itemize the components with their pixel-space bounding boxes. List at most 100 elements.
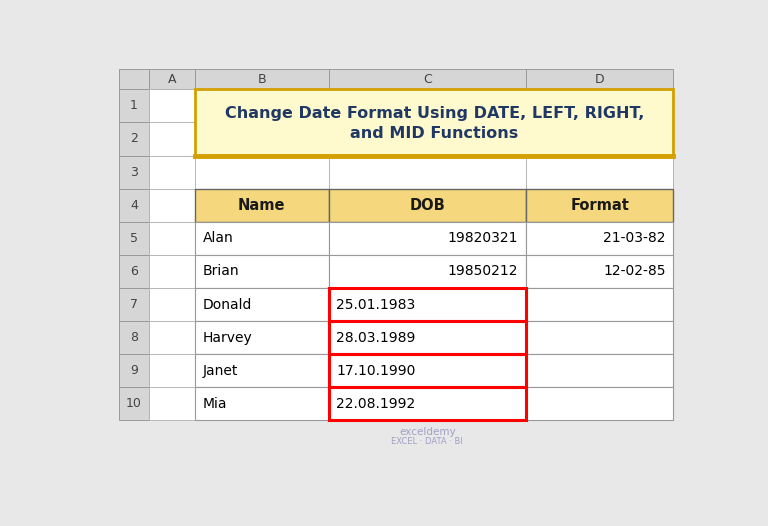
Text: 3: 3 xyxy=(130,166,138,178)
Bar xyxy=(329,354,526,387)
Bar xyxy=(329,222,526,255)
Bar xyxy=(149,123,674,156)
Bar xyxy=(195,354,329,387)
Bar xyxy=(149,222,674,255)
Bar xyxy=(119,255,149,288)
Bar xyxy=(526,189,674,222)
Text: 21-03-82: 21-03-82 xyxy=(603,231,666,245)
Text: 12-02-85: 12-02-85 xyxy=(603,265,666,278)
Text: Format: Format xyxy=(571,198,629,213)
Bar xyxy=(119,387,149,420)
Bar xyxy=(526,222,674,255)
Bar xyxy=(149,288,674,321)
Text: Janet: Janet xyxy=(203,364,238,378)
Bar xyxy=(195,288,329,321)
Bar xyxy=(119,89,149,123)
Bar xyxy=(329,222,526,255)
Bar xyxy=(195,69,329,89)
Text: 6: 6 xyxy=(130,265,138,278)
Bar xyxy=(329,69,526,89)
Bar xyxy=(195,89,329,123)
Bar xyxy=(526,288,674,321)
Bar xyxy=(526,255,674,288)
Text: 10: 10 xyxy=(126,397,142,410)
Bar xyxy=(195,321,329,354)
Bar xyxy=(526,89,674,123)
Bar xyxy=(119,123,149,156)
Bar xyxy=(329,89,526,123)
Text: 25.01.1983: 25.01.1983 xyxy=(336,298,415,311)
Bar xyxy=(329,189,526,222)
Text: 2: 2 xyxy=(130,133,138,146)
Bar xyxy=(329,387,526,420)
Bar xyxy=(329,189,526,222)
Bar xyxy=(195,156,329,189)
Bar xyxy=(119,321,149,354)
Bar xyxy=(149,69,195,89)
Bar xyxy=(195,255,329,288)
Bar xyxy=(195,387,329,420)
Bar xyxy=(195,222,329,255)
Text: Harvey: Harvey xyxy=(203,331,253,345)
Bar xyxy=(119,222,149,255)
Bar xyxy=(526,189,674,222)
Bar xyxy=(329,255,526,288)
Text: exceldemy: exceldemy xyxy=(399,427,455,437)
Bar xyxy=(149,189,674,222)
Bar xyxy=(149,156,674,189)
Bar xyxy=(119,354,149,387)
Bar xyxy=(329,156,526,189)
Bar xyxy=(195,288,329,321)
Text: 8: 8 xyxy=(130,331,138,344)
Bar xyxy=(526,321,674,354)
Text: 1: 1 xyxy=(130,99,138,113)
Text: 9: 9 xyxy=(130,364,138,377)
Text: Brian: Brian xyxy=(203,265,240,278)
Bar xyxy=(149,89,674,123)
Bar xyxy=(526,222,674,255)
Bar xyxy=(149,387,674,420)
Text: 4: 4 xyxy=(130,199,138,211)
Text: B: B xyxy=(257,73,266,86)
Bar xyxy=(329,387,526,420)
Bar xyxy=(329,288,526,321)
Bar xyxy=(526,354,674,387)
Bar xyxy=(526,123,674,156)
Bar xyxy=(526,387,674,420)
Bar xyxy=(329,321,526,354)
Bar xyxy=(329,354,526,387)
Bar xyxy=(195,354,329,387)
Bar xyxy=(195,387,329,420)
Bar xyxy=(329,387,526,420)
Bar xyxy=(119,288,149,321)
Bar xyxy=(119,156,149,189)
Text: 22.08.1992: 22.08.1992 xyxy=(336,397,415,411)
Text: 17.10.1990: 17.10.1990 xyxy=(336,364,415,378)
Text: D: D xyxy=(595,73,604,86)
Bar xyxy=(329,288,526,321)
Bar xyxy=(119,69,149,89)
Bar xyxy=(195,255,329,288)
Text: 19850212: 19850212 xyxy=(448,265,518,278)
Bar xyxy=(195,89,674,156)
Bar xyxy=(526,255,674,288)
Bar xyxy=(195,189,329,222)
Text: Name: Name xyxy=(238,198,286,213)
Bar xyxy=(526,387,674,420)
Bar xyxy=(329,255,526,288)
Text: 5: 5 xyxy=(130,232,138,245)
Text: Change Date Format Using DATE, LEFT, RIGHT,: Change Date Format Using DATE, LEFT, RIG… xyxy=(224,106,644,122)
Bar xyxy=(329,321,526,354)
Bar xyxy=(195,321,329,354)
Bar xyxy=(119,189,149,222)
Text: DOB: DOB xyxy=(409,198,445,213)
Text: Alan: Alan xyxy=(203,231,233,245)
Text: 7: 7 xyxy=(130,298,138,311)
Text: EXCEL · DATA · BI: EXCEL · DATA · BI xyxy=(392,438,463,447)
Bar xyxy=(526,321,674,354)
Bar xyxy=(149,321,674,354)
Text: Donald: Donald xyxy=(203,298,253,311)
Bar xyxy=(526,354,674,387)
Bar xyxy=(195,189,329,222)
Bar xyxy=(329,123,526,156)
